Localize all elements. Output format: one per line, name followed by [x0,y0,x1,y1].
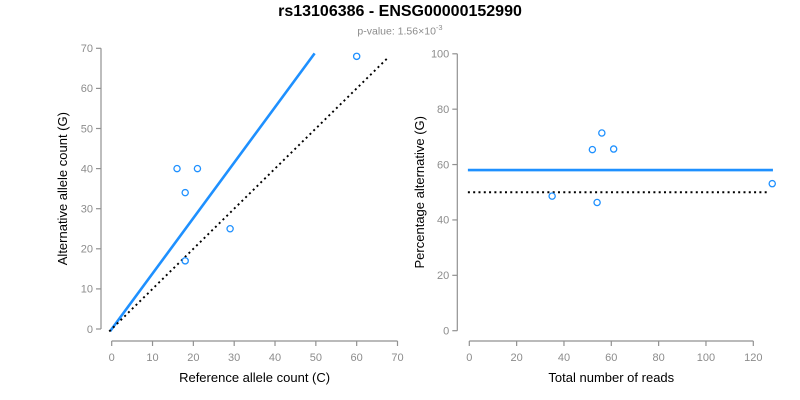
y-tick-label: 0 [87,324,93,336]
x-axis-title: Reference allele count (C) [179,370,330,385]
y-tick-label: 80 [437,104,449,116]
x-tick-label: 20 [511,352,523,364]
x-tick-label: 60 [605,352,617,364]
pvalue-exponent: -3 [435,23,443,32]
data-point [598,129,606,137]
x-tick-label: 100 [697,352,715,364]
y-axis-title: Alternative allele count (G) [55,112,70,265]
x-tick-label: 80 [653,352,665,364]
x-tick-label: 40 [558,352,570,364]
y-tick-label: 20 [437,270,449,282]
data-point [593,198,601,207]
data-point [768,179,776,188]
x-axis-title: Total number of reads [548,370,674,385]
data-point [548,192,556,200]
y-tick-label: 0 [443,326,449,338]
fitted-line [109,52,316,332]
data-point [193,164,202,173]
data-point [609,145,618,153]
x-tick-label: 40 [269,352,281,364]
y-tick-label: 40 [437,215,449,227]
data-point [352,52,361,61]
y-tick-label: 60 [81,83,93,95]
data-point [588,145,597,154]
data-point [181,257,189,265]
identity-line [108,56,390,333]
x-tick-label: 10 [146,352,158,364]
y-tick-label: 20 [81,244,93,256]
x-tick-label: 50 [310,352,322,364]
y-axis-title: Percentage alternative (G) [412,116,427,268]
y-tick-label: 100 [431,49,449,61]
data-point [181,188,189,197]
x-tick-label: 120 [744,352,762,364]
x-tick-label: 0 [466,352,472,364]
chart-subtitle: p-value: 1.56×10-3 [0,23,800,38]
y-tick-label: 70 [81,43,93,55]
x-tick-label: 30 [228,352,240,364]
y-tick-label: 10 [81,284,93,296]
x-tick-label: 0 [109,352,115,364]
data-point [226,224,234,233]
data-point [173,164,181,173]
x-tick-label: 70 [391,352,403,364]
pvalue-text: p-value: 1.56×10 [357,25,436,38]
y-tick-label: 60 [437,159,449,171]
x-tick-label: 20 [187,352,199,364]
chart-title: rs13106386 - ENSG00000152990 [278,3,522,20]
y-tick-label: 50 [81,123,93,135]
x-tick-label: 60 [351,352,363,364]
y-tick-label: 30 [81,204,93,216]
y-tick-label: 40 [81,163,93,175]
